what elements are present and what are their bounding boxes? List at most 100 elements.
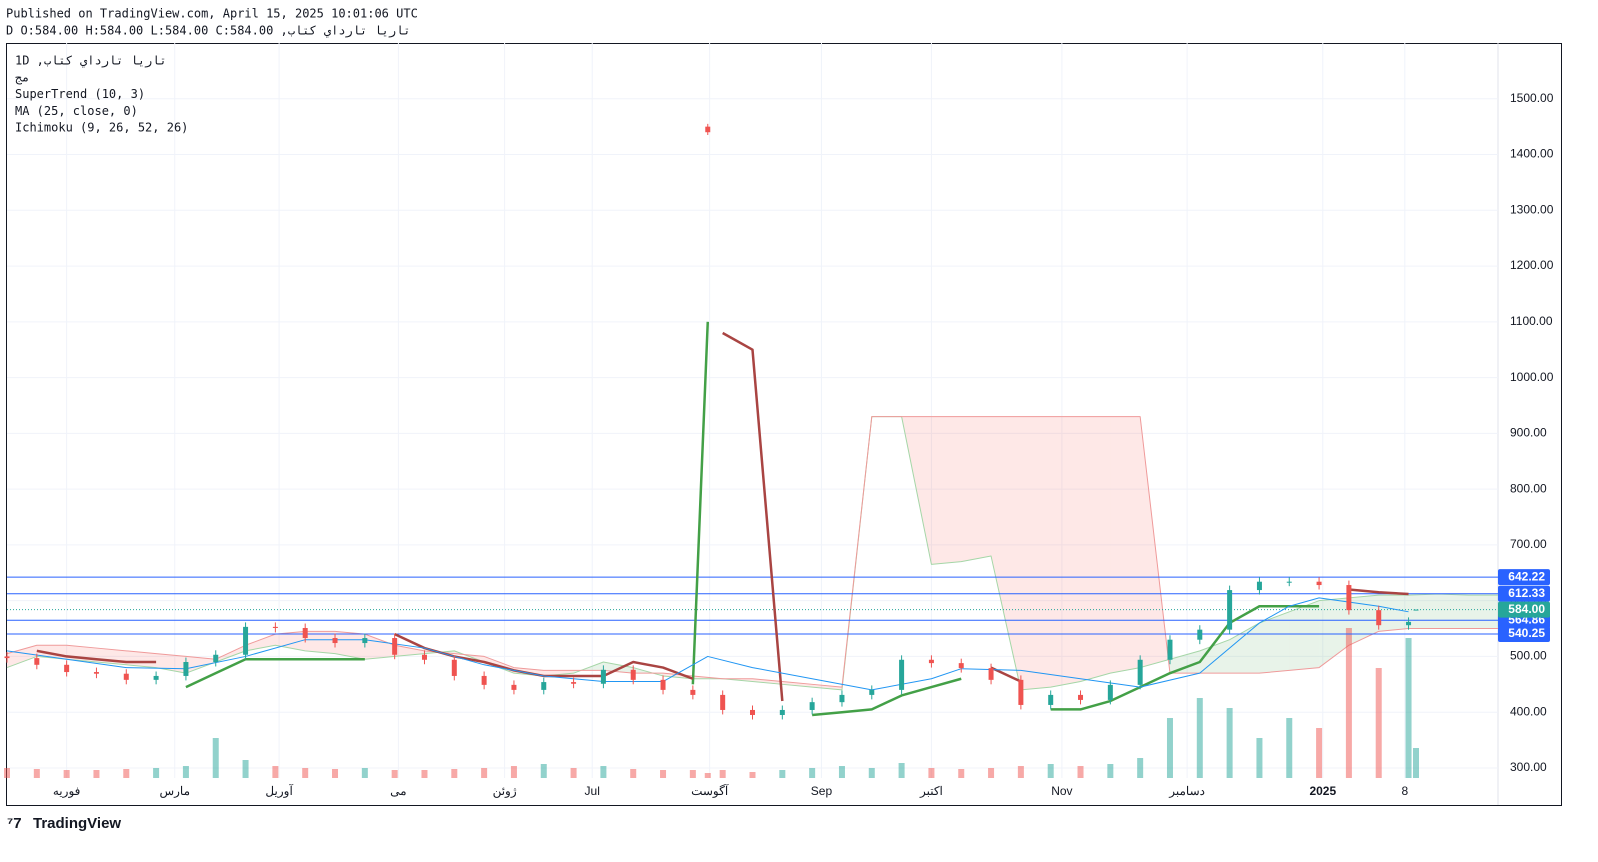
cloud-fill xyxy=(1110,416,1141,674)
volume-bar xyxy=(1166,718,1173,778)
volume-bar xyxy=(1137,758,1144,778)
volume-bar xyxy=(272,766,279,778)
candle-body xyxy=(1167,639,1173,660)
y-tick-label: 700.00 xyxy=(1510,537,1547,551)
candle-body xyxy=(272,626,278,628)
volume-bar xyxy=(868,768,875,778)
volume-bar xyxy=(660,770,667,778)
volume-bar xyxy=(421,770,428,778)
volume-bar xyxy=(4,768,10,778)
volume-bar xyxy=(1196,698,1203,778)
volume-bar xyxy=(1226,708,1233,778)
candle-body xyxy=(1018,679,1024,705)
volume-bar xyxy=(1316,728,1323,778)
x-tick-label: Nov xyxy=(1051,784,1072,798)
candle-body xyxy=(302,627,308,639)
candle-body xyxy=(779,709,785,715)
cloud-fill xyxy=(663,673,693,679)
candle-body xyxy=(153,675,159,680)
x-tick-label: آگوست xyxy=(691,783,729,798)
legend-entry: Ichimoku (9, 26, 52, 26) xyxy=(15,121,188,135)
y-tick-label: 1500.00 xyxy=(1510,91,1554,105)
cloud-fill xyxy=(1259,611,1290,674)
x-tick-label: 2025 xyxy=(1309,784,1336,798)
candle-body xyxy=(183,662,189,676)
legend-entry: مج xyxy=(15,70,29,84)
cloud-fill xyxy=(364,634,395,660)
x-tick-label: اکتبر xyxy=(919,784,943,798)
volume-bar xyxy=(630,769,637,778)
candle-body xyxy=(421,654,427,660)
volume-bar xyxy=(212,738,219,778)
candle-body xyxy=(839,694,845,703)
candle-body xyxy=(1048,694,1054,705)
candle-body xyxy=(690,689,696,695)
price-label: 612.33 xyxy=(1508,586,1545,600)
cloud-fill xyxy=(603,662,634,674)
candle-body xyxy=(600,669,606,684)
candle-body xyxy=(481,675,487,685)
volume-bar xyxy=(704,773,711,778)
candle-body xyxy=(1346,585,1352,611)
volume-bar xyxy=(63,770,70,778)
volume-bar xyxy=(1017,766,1024,778)
legend-entry: MA (25, close, 0) xyxy=(15,104,138,118)
x-tick-label: ژوئن xyxy=(493,784,517,798)
cloud-fill xyxy=(1289,600,1320,671)
volume-bar xyxy=(451,769,458,778)
candle-body xyxy=(899,659,905,690)
candle-body xyxy=(93,672,99,674)
candle-body xyxy=(988,668,994,680)
cloud-fill xyxy=(1169,650,1200,674)
volume-bar xyxy=(689,770,696,778)
candle-body xyxy=(1316,581,1322,586)
candle-body xyxy=(123,673,129,680)
volume-bar xyxy=(361,768,368,778)
last-price-label: 584.00 xyxy=(1508,602,1545,616)
x-tick-label: Sep xyxy=(811,784,833,798)
y-tick-label: 1100.00 xyxy=(1510,314,1553,328)
candle-body xyxy=(869,689,875,695)
symbol-ohlc: تاريا تارداي كتاب, D O:584.00 H:584.00 L… xyxy=(6,24,411,39)
volume-bar xyxy=(719,770,726,778)
volume-bar xyxy=(570,768,577,778)
moving-average xyxy=(6,597,1409,691)
volume-bar xyxy=(1286,718,1293,778)
candle-body xyxy=(958,663,964,669)
logo: TradingView xyxy=(33,815,121,832)
candle-body xyxy=(362,638,368,644)
cloud-fill xyxy=(1020,416,1051,690)
candle-body xyxy=(630,669,636,680)
volume-bar xyxy=(1345,628,1352,778)
volume-bar xyxy=(1047,764,1054,778)
volume-bar xyxy=(958,769,965,778)
cloud-fill xyxy=(991,416,1021,690)
volume-bar xyxy=(540,764,547,778)
volume-bar xyxy=(153,768,160,778)
volume-bar xyxy=(928,768,935,778)
cloud-fill xyxy=(215,645,246,663)
cloud-fill xyxy=(961,416,992,562)
x-tick-label: Jul xyxy=(585,784,600,798)
y-tick-label: 400.00 xyxy=(1510,704,1547,718)
x-tick-label: فوریه xyxy=(53,784,81,798)
volume-bar xyxy=(838,766,845,778)
volume-bar xyxy=(332,769,339,778)
cloud-fill xyxy=(126,650,157,668)
candle-body xyxy=(1107,684,1113,700)
x-tick-label: دسامبر xyxy=(1168,784,1205,798)
cloud-fill xyxy=(7,645,37,668)
cloud-fill xyxy=(812,684,842,690)
x-tick-label: می xyxy=(390,784,406,798)
y-tick-label: 800.00 xyxy=(1510,481,1547,495)
price-label-box xyxy=(1498,585,1550,602)
cloud-fill xyxy=(335,631,365,660)
cloud-fill xyxy=(752,678,783,685)
volume-bar xyxy=(749,772,756,778)
y-tick-label: 900.00 xyxy=(1510,426,1547,440)
candle-body xyxy=(660,679,666,690)
logo-icon: ⁷7 xyxy=(7,815,22,832)
candle-body xyxy=(1137,659,1143,685)
y-tick-label: 1000.00 xyxy=(1510,370,1554,384)
cloud-fill xyxy=(1199,639,1230,674)
